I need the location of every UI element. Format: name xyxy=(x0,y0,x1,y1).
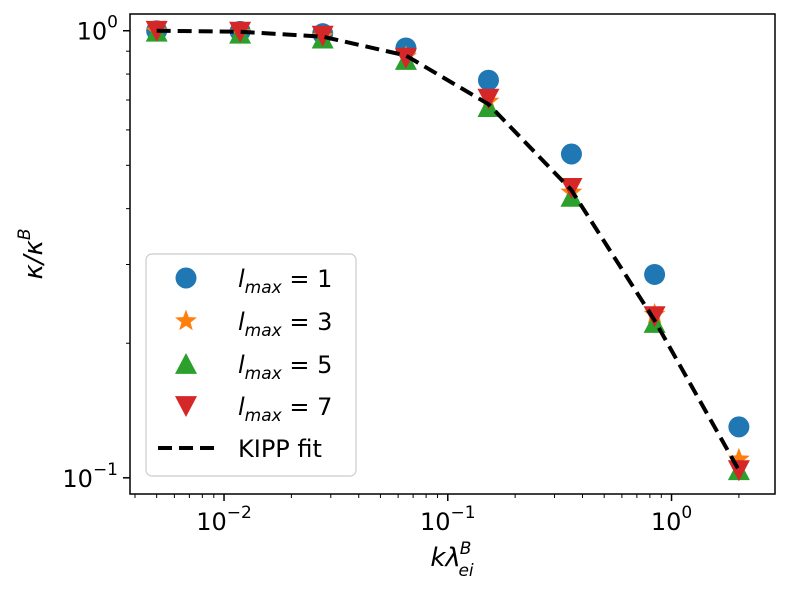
legend-label-4: lmax = 7 xyxy=(238,393,332,426)
legend-marker-4 xyxy=(175,396,197,417)
legend-label-1: lmax = 1 xyxy=(238,265,332,298)
marker-layer xyxy=(145,19,750,482)
plot-frame xyxy=(129,13,776,495)
series-1-point xyxy=(644,263,666,285)
series-4-point xyxy=(229,21,252,43)
series-4-point xyxy=(311,25,334,47)
x-axis-label: kλB ei xyxy=(430,539,474,581)
legend-marker-3 xyxy=(175,353,197,374)
legend-box xyxy=(145,253,357,477)
series-1-point xyxy=(728,416,750,438)
x-tick-label: 10−1 xyxy=(420,503,476,536)
series-1-point xyxy=(560,143,582,165)
legend-label-2: lmax = 3 xyxy=(238,308,332,341)
y-tick-label: 10−1 xyxy=(62,460,118,493)
legend-marker-2 xyxy=(175,309,197,331)
x-tick-label: 10−2 xyxy=(196,503,252,536)
series-4-point xyxy=(477,88,500,110)
x-tick-label: 100 xyxy=(651,503,692,536)
legend: lmax = 1 lmax = 3 lmax = 5 lmax = 7 KIPP fit xyxy=(145,253,357,477)
legend-label-3: lmax = 5 xyxy=(238,351,332,384)
series-4-point xyxy=(394,47,417,69)
y-axis-label: κ/κB xyxy=(15,228,49,279)
legend-label-fit: KIPP fit xyxy=(238,435,322,463)
legend-marker-1 xyxy=(175,267,197,289)
series-4-point xyxy=(727,460,750,482)
series-2-point xyxy=(727,447,750,469)
series-1-point xyxy=(477,69,499,91)
legend-entries: lmax = 1 lmax = 3 lmax = 5 lmax = 7 KIPP fit xyxy=(158,265,332,463)
y-tick-label: 100 xyxy=(77,13,118,46)
tick-layer: 10−2 10−1 100 10−1 100 xyxy=(62,13,740,536)
kipp-fit-line xyxy=(156,28,741,472)
